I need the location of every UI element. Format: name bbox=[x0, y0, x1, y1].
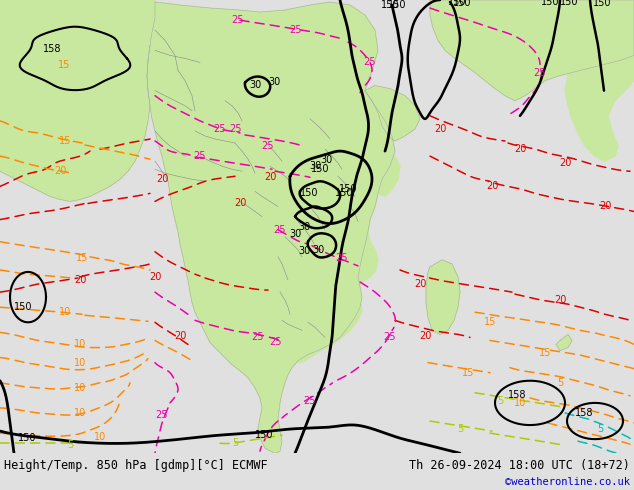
Text: 5: 5 bbox=[497, 396, 503, 406]
Text: 150: 150 bbox=[593, 0, 611, 8]
Text: 20: 20 bbox=[54, 166, 66, 176]
Polygon shape bbox=[147, 2, 395, 453]
Text: ©weatheronline.co.uk: ©weatheronline.co.uk bbox=[505, 477, 630, 487]
Text: 15: 15 bbox=[76, 253, 88, 263]
Text: 25: 25 bbox=[336, 253, 348, 263]
Text: 30: 30 bbox=[298, 221, 310, 232]
Text: 25: 25 bbox=[269, 338, 281, 347]
Text: 20: 20 bbox=[559, 158, 571, 168]
Text: 150: 150 bbox=[381, 0, 399, 10]
Text: 158: 158 bbox=[508, 390, 526, 400]
Text: 5: 5 bbox=[597, 424, 603, 434]
Text: 20: 20 bbox=[486, 181, 498, 191]
Text: 150: 150 bbox=[255, 430, 273, 440]
Text: 20: 20 bbox=[264, 172, 276, 182]
Text: 30: 30 bbox=[249, 79, 261, 90]
Text: 10: 10 bbox=[59, 307, 71, 317]
Text: 150: 150 bbox=[300, 189, 318, 198]
Text: 20: 20 bbox=[74, 275, 86, 285]
Text: 15: 15 bbox=[58, 60, 70, 71]
Text: 158: 158 bbox=[575, 408, 593, 418]
Text: 15: 15 bbox=[59, 136, 71, 146]
Text: 25: 25 bbox=[274, 224, 286, 235]
Polygon shape bbox=[365, 86, 420, 141]
Text: 25: 25 bbox=[214, 124, 226, 134]
Text: 5: 5 bbox=[557, 378, 563, 388]
Text: 25: 25 bbox=[229, 124, 242, 134]
Text: 25: 25 bbox=[288, 25, 301, 35]
Text: 25: 25 bbox=[262, 141, 275, 151]
Text: 10: 10 bbox=[74, 340, 86, 349]
Text: 30: 30 bbox=[268, 76, 280, 87]
Text: 25: 25 bbox=[156, 410, 168, 420]
Polygon shape bbox=[556, 334, 572, 350]
Text: 150: 150 bbox=[453, 0, 471, 8]
Text: 150: 150 bbox=[448, 0, 467, 7]
Text: 20: 20 bbox=[514, 144, 526, 154]
Text: 5: 5 bbox=[457, 424, 463, 434]
Text: 20: 20 bbox=[554, 295, 566, 305]
Text: 30: 30 bbox=[298, 246, 310, 256]
Text: Th 26-09-2024 18:00 UTC (18+72): Th 26-09-2024 18:00 UTC (18+72) bbox=[409, 459, 630, 472]
Text: 25: 25 bbox=[304, 396, 316, 406]
Text: 30: 30 bbox=[309, 161, 321, 171]
Polygon shape bbox=[430, 0, 634, 101]
Text: 30: 30 bbox=[312, 245, 324, 255]
Text: 150: 150 bbox=[541, 0, 559, 7]
Text: 150: 150 bbox=[311, 164, 329, 174]
Text: 150: 150 bbox=[560, 0, 578, 7]
Text: 25: 25 bbox=[232, 15, 244, 25]
Text: 10: 10 bbox=[514, 398, 526, 408]
Text: 20: 20 bbox=[149, 272, 161, 282]
Text: Height/Temp. 850 hPa [gdmp][°C] ECMWF: Height/Temp. 850 hPa [gdmp][°C] ECMWF bbox=[4, 459, 268, 472]
Text: 20: 20 bbox=[414, 279, 426, 289]
Text: 30: 30 bbox=[320, 155, 332, 165]
Text: 15: 15 bbox=[484, 318, 496, 327]
Text: 20: 20 bbox=[598, 201, 611, 212]
Text: 150: 150 bbox=[388, 0, 406, 10]
Text: 20: 20 bbox=[434, 124, 446, 134]
Text: 150: 150 bbox=[335, 189, 354, 198]
Text: 10: 10 bbox=[94, 432, 106, 442]
Text: 20: 20 bbox=[419, 331, 431, 342]
Text: 5: 5 bbox=[232, 438, 238, 448]
Text: 10: 10 bbox=[74, 358, 86, 368]
Polygon shape bbox=[565, 0, 634, 161]
Text: 150: 150 bbox=[339, 184, 357, 195]
Text: 15: 15 bbox=[539, 347, 551, 358]
Text: 30: 30 bbox=[289, 229, 301, 239]
Text: 20: 20 bbox=[174, 331, 186, 342]
Text: 10: 10 bbox=[74, 408, 86, 418]
Text: 5: 5 bbox=[67, 440, 73, 450]
Text: 158: 158 bbox=[43, 45, 61, 54]
Text: 20: 20 bbox=[234, 198, 246, 208]
Text: 150: 150 bbox=[14, 302, 32, 312]
Text: 150: 150 bbox=[18, 433, 37, 443]
Polygon shape bbox=[426, 260, 460, 334]
Text: 25: 25 bbox=[194, 151, 206, 161]
Text: 10: 10 bbox=[74, 383, 86, 393]
Polygon shape bbox=[0, 0, 155, 201]
Text: 15: 15 bbox=[462, 368, 474, 378]
Polygon shape bbox=[275, 96, 400, 363]
Text: 25: 25 bbox=[384, 332, 396, 343]
Text: 25: 25 bbox=[364, 57, 376, 68]
Text: 25: 25 bbox=[534, 68, 547, 77]
Text: 25: 25 bbox=[252, 332, 264, 343]
Text: 20: 20 bbox=[156, 174, 168, 184]
